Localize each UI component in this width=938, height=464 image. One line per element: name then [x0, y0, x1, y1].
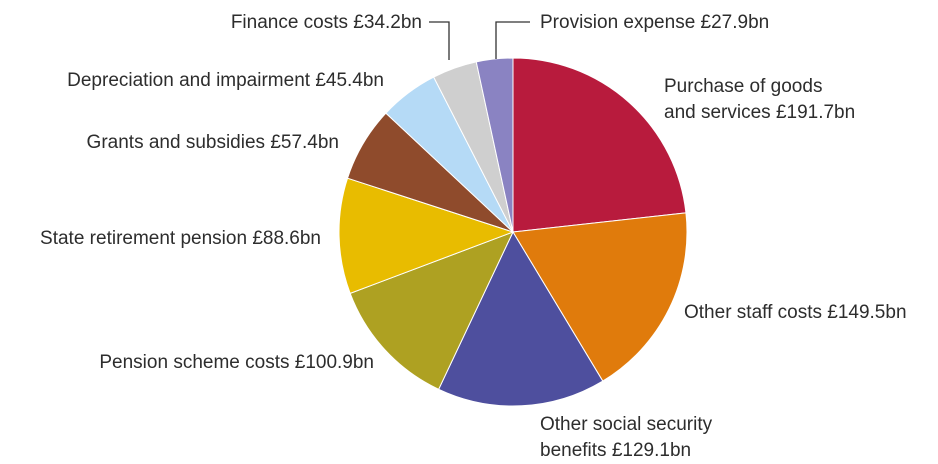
- pie-slice-other-staff-costs: [512, 212, 688, 382]
- slice-label-line: benefits £129.1bn: [540, 440, 691, 461]
- pie-slice-other-social-security-benefits: [437, 230, 604, 407]
- leader-lines-layer: [429, 21, 530, 60]
- slice-label-purchase-of-goods-and-services: Purchase of goods and services £191.7bn: [664, 76, 855, 123]
- slice-label-line: State retirement pension £88.6bn: [40, 228, 321, 249]
- slice-label-line: Depreciation and impairment £45.4bn: [67, 70, 384, 91]
- slice-label-finance-costs: Finance costs £34.2bn: [231, 12, 422, 33]
- slice-label-line: Other staff costs £149.5bn: [684, 302, 907, 323]
- slice-label-line: Grants and subsidies £57.4bn: [87, 132, 339, 153]
- slice-label-pension-scheme-costs: Pension scheme costs £100.9bn: [99, 352, 374, 373]
- slice-label-line: Pension scheme costs £100.9bn: [99, 352, 374, 373]
- slice-label-line: Purchase of goods: [664, 76, 822, 97]
- slice-label-state-retirement-pension: State retirement pension £88.6bn: [40, 228, 321, 249]
- pie-slice-provision-expense: [475, 57, 514, 233]
- slice-label-line: Other social security: [540, 414, 713, 435]
- slices-layer: [338, 57, 688, 407]
- slice-label-grants-and-subsidies: Grants and subsidies £57.4bn: [87, 132, 339, 153]
- pie-slice-purchase-of-goods-and-services: [512, 57, 687, 233]
- pie-slice-pension-scheme-costs: [349, 231, 514, 390]
- slice-label-depreciation-and-impairment: Depreciation and impairment £45.4bn: [67, 70, 384, 91]
- slice-label-line: and services £191.7bn: [664, 102, 855, 123]
- slice-label-other-social-security-benefits: Other social security benefits £129.1bn: [540, 414, 713, 461]
- slice-label-other-staff-costs: Other staff costs £149.5bn: [684, 302, 907, 323]
- labels-layer: Purchase of goods and services £191.7bn Ot…: [40, 12, 906, 461]
- slice-label-line: Provision expense £27.9bn: [540, 12, 769, 33]
- pie-slice-state-retirement-pension: [338, 177, 515, 295]
- slice-label-provision-expense: Provision expense £27.9bn: [540, 12, 769, 33]
- leader-line-finance-costs: [429, 21, 450, 60]
- slice-label-line: Finance costs £34.2bn: [231, 12, 422, 33]
- leader-line-provision-expense: [495, 21, 530, 59]
